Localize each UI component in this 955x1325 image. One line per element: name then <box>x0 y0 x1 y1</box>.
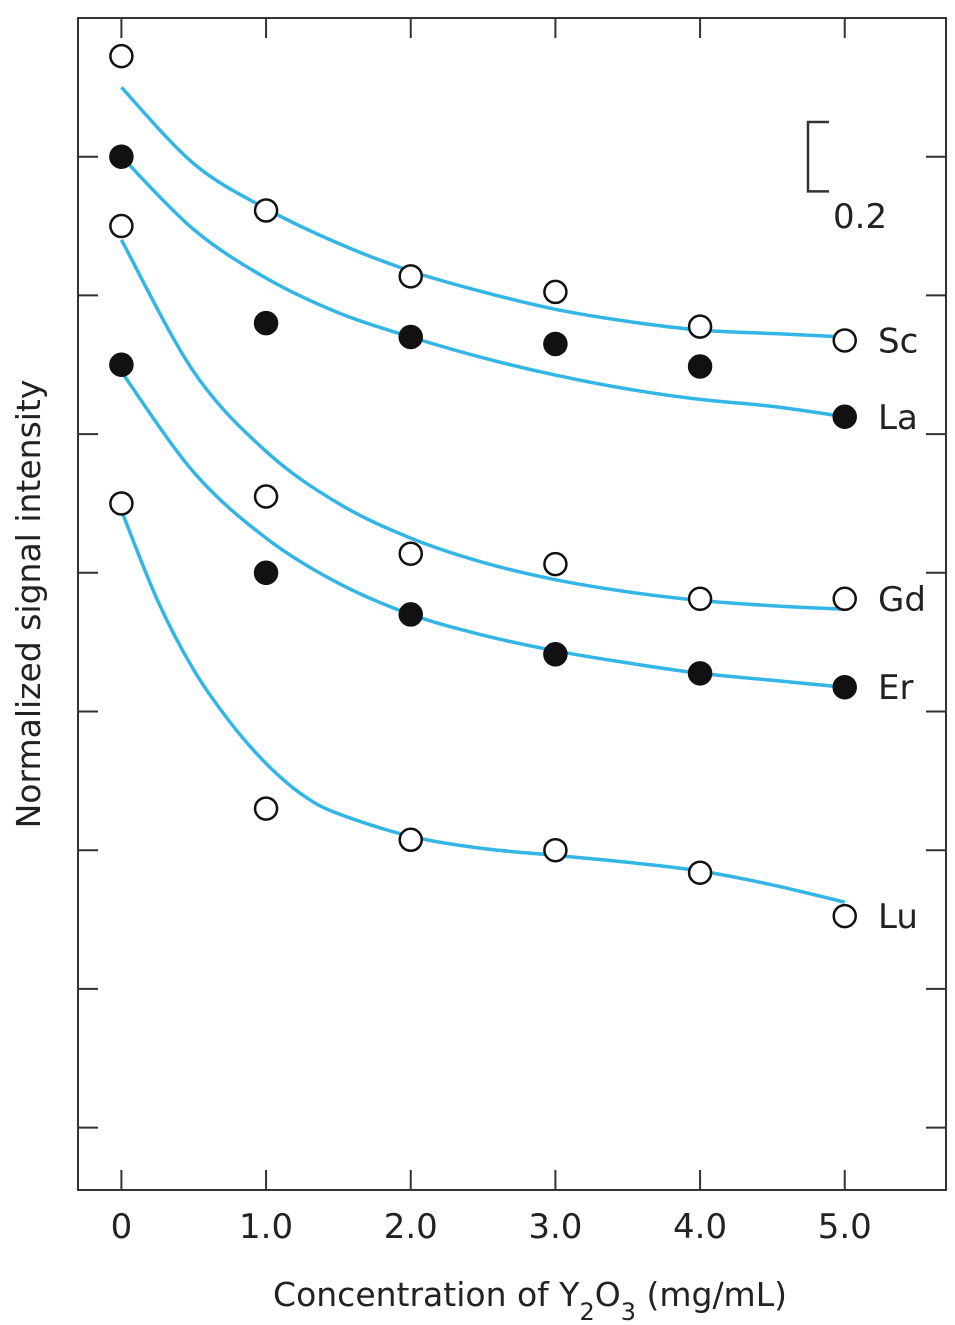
x-tick-label: 3.0 <box>528 1207 582 1247</box>
data-point-lu <box>687 860 713 885</box>
y-axis-title: Normalized signal intensity <box>9 380 48 829</box>
data-point-la <box>543 331 568 357</box>
data-point-sc <box>253 198 279 223</box>
x-tick-label: 1.0 <box>239 1207 293 1247</box>
series-label-sc: Sc <box>878 321 918 361</box>
series-label-er: Er <box>878 668 913 708</box>
scale-bar-bracket <box>806 120 829 193</box>
fit-curve-gd <box>119 239 845 611</box>
data-point-er <box>832 674 857 700</box>
data-points <box>109 43 857 929</box>
scale-bar-label: 0.2 <box>833 197 887 237</box>
x-tick-label: 4.0 <box>673 1207 727 1247</box>
data-point-er <box>253 560 279 586</box>
x-tick-label: 2.0 <box>384 1207 438 1247</box>
data-point-er <box>687 661 713 686</box>
data-point-lu <box>543 837 568 863</box>
data-point-la <box>687 354 713 379</box>
data-point-gd <box>253 484 279 509</box>
data-point-sc <box>687 314 713 339</box>
y-ticks <box>78 155 946 1129</box>
data-point-er <box>398 602 423 627</box>
data-point-sc <box>832 328 857 353</box>
data-point-gd <box>687 586 713 612</box>
data-point-la <box>832 404 857 430</box>
x-axis-title: Concentration of Y2O3 (mg/mL) <box>273 1275 787 1325</box>
data-point-sc <box>109 43 134 69</box>
x-tick-label: 0 <box>111 1207 133 1247</box>
fit-curve-la <box>120 155 845 419</box>
data-point-la <box>109 144 134 169</box>
data-point-gd <box>109 213 134 239</box>
series-label-gd: Gd <box>878 580 926 620</box>
fit-curve-lu <box>119 509 846 904</box>
data-point-gd <box>832 586 857 612</box>
plot-frame <box>77 17 947 1191</box>
x-ticks: 0 1.0 2.0 3.0 4.0 5.0 <box>111 18 872 1247</box>
series-label-la: La <box>878 398 918 438</box>
data-point-er <box>109 352 134 377</box>
data-point-lu <box>109 491 134 516</box>
data-point-lu <box>253 796 279 821</box>
data-point-gd <box>543 551 568 577</box>
fit-curve-er <box>119 370 845 689</box>
scale-bar: 0.2 <box>806 120 887 237</box>
data-point-lu <box>398 827 423 853</box>
data-point-gd <box>398 541 423 566</box>
data-point-er <box>543 642 568 667</box>
fit-curves <box>119 86 846 904</box>
data-point-lu <box>832 903 857 929</box>
x-tick-label: 5.0 <box>818 1207 872 1247</box>
series-label-lu: Lu <box>878 897 918 937</box>
series-labels: Sc La Gd Er Lu <box>878 321 926 937</box>
data-point-la <box>398 324 423 350</box>
data-point-sc <box>398 264 423 289</box>
fit-curve-sc <box>120 86 845 339</box>
data-point-la <box>253 310 279 336</box>
data-point-sc <box>543 279 568 305</box>
